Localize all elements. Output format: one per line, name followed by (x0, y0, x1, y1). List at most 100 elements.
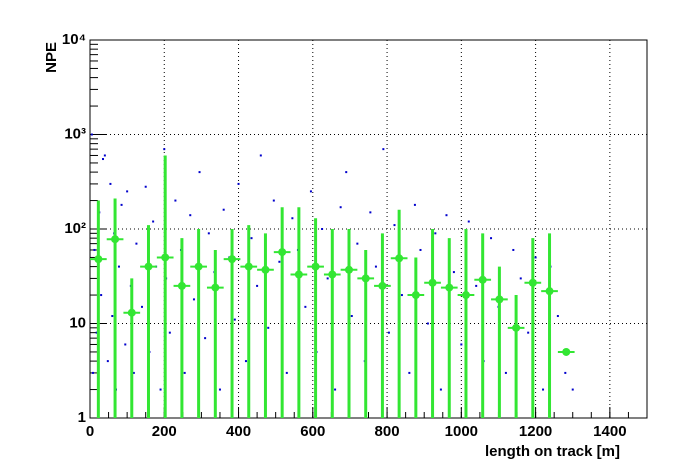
profile-point (328, 270, 337, 279)
scatter-point (452, 271, 455, 274)
x-tick-label: 600 (300, 423, 325, 440)
profile-point (311, 262, 320, 271)
scatter-point (475, 284, 478, 287)
scatter-point (564, 371, 567, 374)
profile-point (361, 274, 370, 283)
scatter-point (91, 371, 94, 374)
profile-point (244, 262, 253, 271)
profile-point (111, 235, 120, 244)
profile-point (144, 262, 153, 271)
scatter-point (163, 148, 166, 151)
scatter-point (222, 208, 225, 211)
scatter-point (350, 315, 353, 318)
y-tick-label: 1 (78, 409, 86, 426)
scatter-point (109, 182, 112, 185)
profile-point (211, 283, 220, 292)
scatter-point (259, 154, 262, 157)
x-tick-label: 1000 (445, 423, 478, 440)
scatter-point (244, 360, 247, 363)
scatter-point (304, 305, 307, 308)
scatter-point (356, 242, 359, 245)
scatter-point (101, 158, 104, 161)
x-tick-label: 0 (86, 423, 94, 440)
scatter-point (144, 185, 147, 188)
scatter-point (100, 294, 103, 297)
scatter-point (152, 220, 155, 223)
profile-point (177, 281, 186, 290)
scatter-point (419, 248, 422, 251)
scatter-point (460, 343, 463, 346)
scatter-point (534, 256, 537, 259)
scatter-point (272, 199, 275, 202)
scatter-point (285, 371, 288, 374)
scatter-point (207, 232, 210, 235)
x-tick-label: 200 (152, 423, 177, 440)
scatter-point (512, 248, 515, 251)
scatter-point (103, 154, 106, 157)
profile-point (378, 281, 387, 290)
scatter-point (168, 331, 171, 334)
scatter-point (256, 284, 259, 287)
profile-point (445, 283, 454, 292)
profile-point (478, 275, 487, 284)
scatter-point (93, 248, 96, 251)
scatter-point (111, 315, 114, 318)
x-tick-label: 400 (226, 423, 251, 440)
scatter-point (321, 228, 324, 230)
scatter-point (124, 343, 127, 346)
profile-point (495, 295, 504, 304)
scatter-point (439, 388, 442, 391)
scatter-point (95, 331, 98, 334)
scatter-point (339, 206, 342, 209)
profile-point (461, 291, 470, 300)
scatter-point (490, 237, 493, 240)
profile-point (228, 255, 237, 264)
scatter-point (120, 203, 123, 206)
y-tick-label: 10³ (64, 125, 86, 142)
profile-point (94, 255, 103, 264)
scatter-point (192, 298, 195, 301)
scatter-point (189, 214, 192, 217)
scatter-point (369, 211, 372, 214)
scatter-point (309, 190, 312, 193)
scatter-point (132, 371, 135, 374)
scatter-point (413, 203, 416, 206)
profile-point (395, 254, 404, 263)
scatter-point (334, 388, 337, 391)
scatter-point (504, 371, 507, 374)
scatter-point (135, 242, 138, 245)
scatter-point (218, 388, 221, 391)
scatter-point (434, 232, 437, 235)
scatter-point (387, 331, 390, 334)
x-tick-label: 1400 (593, 423, 626, 440)
scatter-point (183, 371, 186, 374)
scatter-point (174, 199, 177, 202)
scatter-point (204, 337, 207, 340)
scatter-point (159, 388, 162, 391)
x-axis-label: length on track [m] (485, 443, 620, 460)
profile-point (428, 278, 437, 287)
profile-point (562, 347, 571, 356)
profile-point (261, 265, 270, 274)
scatter-point (237, 182, 240, 185)
profile-point (127, 308, 136, 317)
profile-point (411, 291, 420, 300)
profile-point (545, 287, 554, 296)
x-tick-label: 800 (375, 423, 400, 440)
scatter-point (400, 294, 403, 297)
scatter-point (291, 217, 294, 220)
y-tick-label: 10² (64, 220, 86, 237)
scatter-point (233, 318, 236, 321)
profile-point (194, 262, 203, 271)
scatter-point (250, 237, 253, 240)
scatter-point (90, 133, 93, 136)
scatter-point (556, 315, 559, 318)
scatter-point (445, 214, 448, 217)
scatter-point (542, 388, 545, 391)
scatter-point (527, 331, 530, 334)
scatter-point (140, 305, 143, 308)
scatter-point (345, 171, 348, 174)
scatter-point (106, 360, 109, 363)
y-axis-label: NPE (43, 42, 60, 73)
